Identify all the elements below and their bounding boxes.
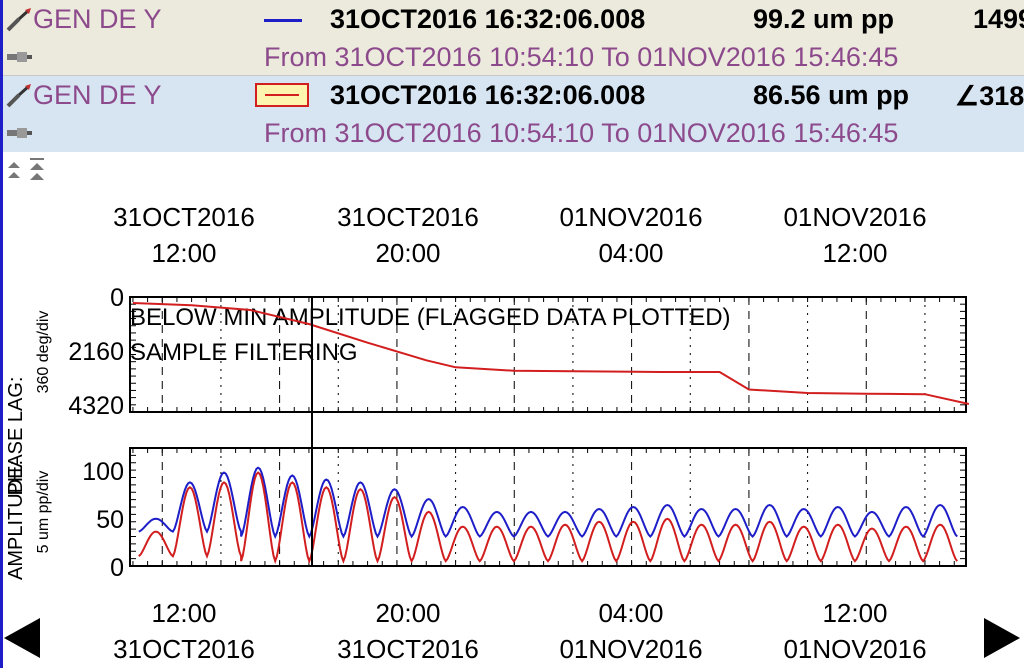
channel-name: GEN DE Y — [33, 80, 162, 110]
extra-value: 1499 — [973, 4, 1024, 34]
top-tick-time: 12:00 — [151, 238, 216, 268]
amplitude-value: 86.56 um pp — [753, 80, 910, 110]
amplitude-plot-frame — [129, 447, 967, 567]
row-separator — [3, 75, 1024, 76]
phase-series-red — [132, 302, 970, 405]
amp-y-tick: 100 — [82, 458, 124, 486]
legend-blue-line — [264, 19, 302, 22]
bottom-tick-date: 31OCT2016 — [113, 634, 255, 664]
channel-name: GEN DE Y — [33, 4, 162, 34]
scroll-right-icon[interactable] — [984, 618, 1020, 658]
top-tick-time: 12:00 — [822, 238, 887, 268]
top-tick-time: 04:00 — [598, 238, 663, 268]
window-frame-left — [0, 0, 3, 668]
bottom-axis-labels: 12:00 31OCT2016 20:00 31OCT2016 04:00 01… — [113, 598, 926, 664]
top-tick-time: 20:00 — [375, 238, 440, 268]
amplitude-value: 99.2 um pp — [753, 4, 895, 34]
top-tick-date: 01NOV2016 — [783, 202, 926, 232]
phase-y-tick: 0 — [110, 284, 124, 312]
top-tick-date: 31OCT2016 — [337, 202, 479, 232]
amp-y-tick: 0 — [110, 554, 124, 582]
connector-icon[interactable] — [5, 122, 33, 142]
scroll-left-icon[interactable] — [4, 618, 40, 658]
zoom-out-icon[interactable] — [30, 158, 44, 180]
top-tick-date: 01NOV2016 — [559, 202, 702, 232]
extra-value: 318 — [979, 81, 1024, 111]
phase-gridlines — [161, 297, 926, 412]
amplitude-gridlines — [161, 448, 926, 566]
top-tick-date: 31OCT2016 — [113, 202, 255, 232]
phase-angle: ∠318 — [955, 81, 1024, 111]
probe-icon[interactable] — [5, 82, 33, 110]
amplitude-axis-ticks — [130, 447, 966, 567]
time-range: From 31OCT2016 10:54:10 To 01NOV2016 15:… — [264, 118, 899, 148]
phase-axis-ticks — [130, 296, 966, 413]
bottom-tick-date: 01NOV2016 — [783, 634, 926, 664]
bottom-tick-time: 20:00 — [375, 598, 440, 628]
bottom-tick-date: 01NOV2016 — [559, 634, 702, 664]
annotation-filtering: SAMPLE FILTERING — [130, 339, 358, 366]
amplitude-y-labels: 100 50 0 — [82, 458, 124, 582]
amplitude-axis-subtitle: 5 um pp/div — [35, 471, 52, 554]
amp-y-tick: 50 — [96, 506, 124, 534]
phase-axis-title: PHASE LAG: — [5, 377, 27, 496]
amplitude-series-blue — [138, 466, 958, 540]
bottom-tick-date: 31OCT2016 — [337, 634, 479, 664]
connector-icon[interactable] — [5, 46, 33, 66]
amplitude-series-red — [138, 471, 959, 565]
phase-y-labels: 0 2160 4320 — [68, 284, 124, 420]
phase-y-tick: 2160 — [68, 338, 124, 366]
bottom-tick-time: 04:00 — [598, 598, 663, 628]
top-axis-labels: 31OCT2016 12:00 31OCT2016 20:00 01NOV201… — [113, 202, 926, 268]
zoom-in-icon[interactable] — [8, 162, 20, 178]
time-range: From 31OCT2016 10:54:10 To 01NOV2016 15:… — [264, 42, 899, 72]
bottom-tick-time: 12:00 — [151, 598, 216, 628]
bottom-tick-time: 12:00 — [822, 598, 887, 628]
amplitude-axis-title: AMPLITUDE: — [5, 460, 27, 580]
legend-red-box — [255, 83, 309, 107]
channel-row-1[interactable]: GEN DE Y 31OCT2016 16:32:06.008 99.2 um … — [3, 0, 1024, 76]
phase-axis-subtitle: 360 deg/div — [35, 311, 52, 394]
timestamp: 31OCT2016 16:32:06.008 — [330, 4, 646, 34]
timestamp: 31OCT2016 16:32:06.008 — [330, 80, 646, 110]
channel-row-2[interactable]: GEN DE Y 31OCT2016 16:32:06.008 86.56 um… — [3, 76, 1024, 152]
phase-y-tick: 4320 — [68, 392, 124, 420]
probe-icon[interactable] — [5, 6, 33, 34]
zoom-controls — [8, 158, 44, 180]
